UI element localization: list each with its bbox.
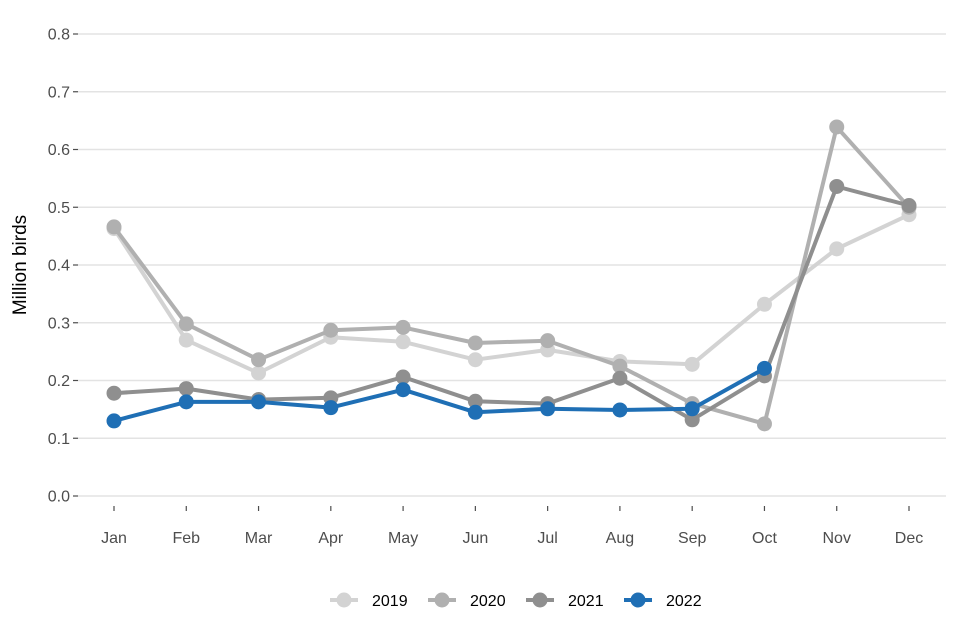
series-line-2021: [112, 184, 911, 422]
legend-swatch-marker: [336, 592, 352, 608]
data-point-2021-May: [395, 369, 411, 385]
x-tick-label: Jul: [537, 530, 557, 547]
series-2020: [106, 119, 917, 432]
y-tick-label: 0.3: [48, 315, 70, 332]
data-point-2020-Oct: [756, 416, 772, 432]
x-tick-label: Oct: [752, 530, 777, 547]
legend-swatch-marker: [532, 592, 548, 608]
data-point-2022-Jul: [540, 401, 556, 417]
data-point-2021-Nov: [829, 178, 845, 194]
data-point-2020-Feb: [178, 316, 194, 332]
data-point-2020-Apr: [323, 322, 339, 338]
data-point-2021-Feb: [178, 381, 194, 397]
legend-label: 2021: [568, 593, 604, 610]
legend-label: 2022: [666, 593, 702, 610]
data-point-2019-Sep: [684, 356, 700, 372]
x-tick-label: Aug: [606, 530, 634, 547]
data-point-2019-Feb: [178, 332, 194, 348]
data-point-2020-Mar: [251, 352, 267, 368]
x-tick-label: Apr: [318, 530, 344, 547]
data-point-2019-Nov: [829, 241, 845, 257]
legend-swatch-marker: [434, 592, 450, 608]
legend: 2019 2020 2021 2022: [330, 592, 702, 610]
x-tick-label: Nov: [823, 530, 851, 547]
legend-label: 2020: [470, 593, 506, 610]
data-point-2022-Apr: [323, 400, 339, 416]
x-tick-label: Mar: [245, 530, 273, 547]
data-point-2022-Aug: [612, 402, 628, 418]
y-axis: 0.0 0.1 0.2 0.3 0.4 0.5 0.6 0.7 0.8: [48, 27, 78, 506]
data-point-2021-Jan: [106, 385, 122, 401]
y-tick-label: 0.8: [48, 27, 70, 44]
data-point-2020-Jan: [106, 219, 122, 235]
x-tick-label: Jun: [462, 530, 488, 547]
series-line-2019: [112, 212, 911, 375]
legend-item-2020: 2020: [428, 592, 506, 610]
data-point-2021-Jun: [467, 393, 483, 409]
y-tick-label: 0.4: [48, 258, 70, 275]
y-tick-label: 0.6: [48, 142, 70, 159]
y-tick-label: 0.2: [48, 373, 70, 390]
x-tick-label: Sep: [678, 530, 707, 547]
y-tick-label: 0.5: [48, 200, 70, 217]
legend-item-2021: 2021: [526, 592, 604, 610]
series-lines: [106, 119, 917, 432]
data-point-2020-Nov: [829, 119, 845, 135]
gridlines: [78, 33, 946, 497]
data-point-2019-Mar: [251, 365, 267, 381]
legend-label: 2019: [372, 593, 408, 610]
data-point-2021-Dec: [901, 198, 917, 214]
series-2022: [106, 360, 772, 429]
series-line-2022: [112, 366, 767, 423]
y-tick-label: 0.7: [48, 84, 70, 101]
data-point-2020-Aug: [612, 358, 628, 374]
data-point-2019-Jun: [467, 352, 483, 368]
data-point-2022-Oct: [756, 360, 772, 376]
data-point-2022-Sep: [684, 401, 700, 417]
data-point-2021-Sep: [684, 412, 700, 428]
data-point-2019-May: [395, 334, 411, 350]
data-point-2020-Jul: [540, 333, 556, 349]
data-point-2019-Oct: [756, 296, 772, 312]
legend-item-2022: 2022: [624, 592, 702, 610]
legend-swatch-marker: [630, 592, 646, 608]
data-point-2022-Jun: [467, 404, 483, 420]
y-axis-title: Million birds: [10, 215, 31, 315]
legend-item-2019: 2019: [330, 592, 408, 610]
series-line-2020: [112, 125, 911, 426]
x-tick-label: May: [388, 530, 418, 547]
data-point-2022-Mar: [251, 394, 267, 410]
data-point-2022-Feb: [178, 394, 194, 410]
y-tick-label: 0.1: [48, 431, 70, 448]
x-tick-label: Feb: [172, 530, 200, 547]
x-tick-label: Jan: [101, 530, 127, 547]
data-point-2021-Aug: [612, 370, 628, 386]
data-point-2022-Jan: [106, 413, 122, 429]
data-point-2020-Jun: [467, 335, 483, 351]
x-tick-label: Dec: [895, 530, 923, 547]
x-axis: Jan Feb Mar Apr May Jun Jul Aug Sep Oct Nov Dec: [101, 506, 923, 547]
data-point-2022-May: [395, 382, 411, 398]
y-tick-label: 0.0: [48, 489, 70, 506]
series-2019: [106, 207, 917, 381]
data-point-2020-May: [395, 319, 411, 335]
